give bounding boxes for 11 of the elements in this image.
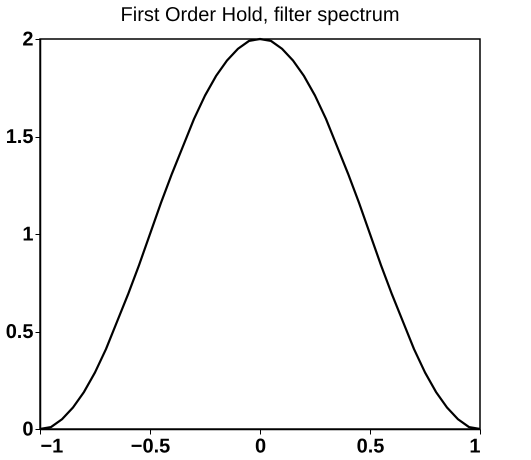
x-tick-label: 0 <box>254 436 266 458</box>
y-tick-label: 0.5 <box>6 321 34 343</box>
y-tick-label: 1.5 <box>6 126 34 148</box>
x-tick-label: 1 <box>469 436 480 458</box>
x-tick-label: 0.5 <box>356 436 384 458</box>
chart-title: First Order Hold, filter spectrum <box>120 4 400 26</box>
y-tick-label: 1 <box>22 224 34 246</box>
y-tick-label: 2 <box>22 28 34 50</box>
x-tick-label: −0.5 <box>130 436 170 458</box>
x-tick-label: −1 <box>40 436 64 458</box>
y-tick-label: 0 <box>22 418 34 440</box>
